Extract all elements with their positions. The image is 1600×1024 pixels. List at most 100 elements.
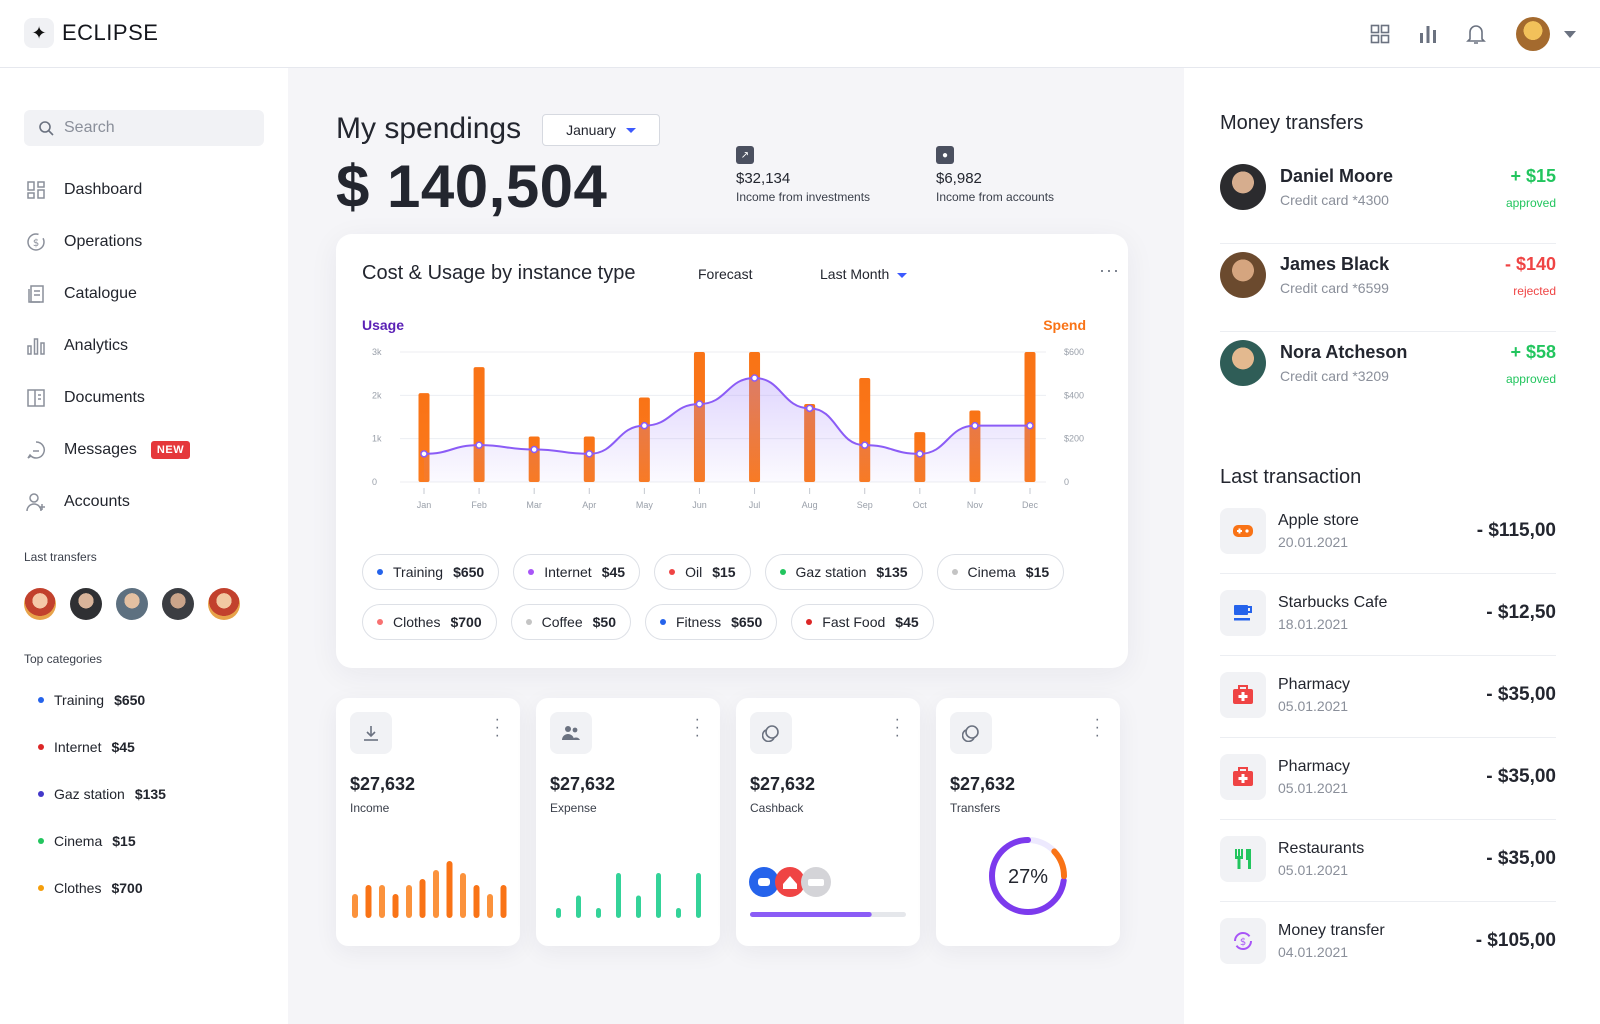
avatar[interactable]: [162, 588, 194, 620]
chevron-down-icon[interactable]: [1564, 30, 1576, 38]
sidebar-item-documents[interactable]: Documents: [24, 372, 190, 424]
chip-gaz-station[interactable]: Gaz station $135: [764, 554, 923, 590]
more-vertical-icon[interactable]: · · ·: [694, 711, 700, 744]
download-icon[interactable]: [350, 712, 392, 754]
cost-usage-chart: Usage Spend 0 0 1k $200 2k $400 3k $600 Jan Feb M…: [362, 317, 1086, 510]
income-bar: [365, 885, 372, 918]
usage-point: [420, 450, 428, 458]
month-select[interactable]: January: [542, 114, 660, 146]
list-item[interactable]: Cinema $15: [38, 817, 166, 864]
chip-name: Internet: [544, 564, 592, 580]
chip-clothes[interactable]: Clothes $700: [362, 604, 497, 640]
chart-title: Cost & Usage by instance type: [362, 262, 636, 284]
transaction-name: Money transfer: [1278, 922, 1385, 939]
expense-card[interactable]: · · · $27,632 Expense: [536, 698, 720, 946]
documents-icon: [24, 386, 48, 410]
top-categories-label: Top categories: [24, 652, 103, 666]
transaction-row[interactable]: Pharmacy 05.01.2021 - $35,00: [1220, 738, 1556, 820]
user-avatar[interactable]: [1516, 17, 1550, 51]
avatar: [1220, 252, 1266, 298]
top-bar: ✦ ECLIPSE: [0, 0, 1600, 68]
more-vertical-icon[interactable]: · · ·: [894, 711, 900, 744]
transaction-date: 18.01.2021: [1278, 616, 1349, 632]
first-aid-icon: [1220, 672, 1266, 718]
avatar[interactable]: [70, 588, 102, 620]
transaction-name: Starbucks Cafe: [1278, 594, 1388, 611]
more-icon[interactable]: ···: [1099, 260, 1120, 280]
avatar[interactable]: [24, 588, 56, 620]
sidebar-item-messages[interactable]: Messages NEW: [24, 424, 191, 476]
transaction-row[interactable]: Pharmacy 05.01.2021 - $35,00: [1220, 656, 1556, 738]
search-icon: [39, 121, 54, 136]
transaction-row[interactable]: Apple store 20.01.2021 - $115,00: [1220, 492, 1556, 574]
transfers-card[interactable]: · · · $27,632 Transfers 27%: [936, 698, 1120, 946]
tab-forecast[interactable]: Forecast: [698, 266, 753, 282]
bell-icon[interactable]: [1452, 16, 1500, 52]
bar-chart-icon[interactable]: [1404, 16, 1452, 52]
first-aid-icon: [1220, 754, 1266, 800]
chip-fitness[interactable]: Fitness $650: [644, 604, 778, 640]
list-item[interactable]: Clothes $700: [38, 864, 166, 911]
chip-amount: $650: [453, 564, 485, 580]
spend-tick-label: 0: [1064, 477, 1069, 487]
card-value: $27,632: [750, 774, 816, 794]
chip-dot: [779, 569, 786, 575]
transfer-row[interactable]: James Black Credit card *6599 - $140 rej…: [1220, 244, 1556, 332]
transaction-row[interactable]: Restaurants 05.01.2021 - $35,00: [1220, 820, 1556, 902]
coins-icon[interactable]: [950, 712, 992, 754]
sidebar-item-label: Catalogue: [64, 285, 137, 302]
income-bar: [392, 894, 399, 918]
more-vertical-icon[interactable]: · · ·: [494, 711, 500, 744]
stat-value: $32,134: [736, 170, 791, 187]
list-item[interactable]: Gaz station $135: [38, 770, 166, 817]
x-tick-label: Oct: [913, 500, 928, 510]
money-transfers-title: Money transfers: [1220, 112, 1364, 134]
transaction-row[interactable]: Starbucks Cafe 18.01.2021 - $12,50: [1220, 574, 1556, 656]
chip-oil[interactable]: Oil $15: [654, 554, 751, 590]
list-item[interactable]: Training $650: [38, 676, 166, 723]
more-vertical-icon[interactable]: · · ·: [1094, 711, 1100, 744]
expense-bar: [676, 908, 681, 918]
transfer-row[interactable]: Nora Atcheson Credit card *3209 + $58 ap…: [1220, 332, 1556, 420]
income-card[interactable]: · · · $27,632 Income: [336, 698, 520, 946]
transfer-row[interactable]: Daniel Moore Credit card *4300 + $15 app…: [1220, 156, 1556, 244]
avatar[interactable]: [208, 588, 240, 620]
sidebar-item-label: Dashboard: [64, 181, 143, 198]
new-badge: NEW: [150, 441, 191, 459]
chip-name: Cinema: [967, 564, 1016, 580]
usage-point: [971, 421, 979, 430]
sidebar-item-operations[interactable]: $ Operations: [24, 216, 190, 268]
chip-row: Training $650 Internet $45 Oil $15 Gaz stat…: [362, 554, 1122, 590]
users-icon[interactable]: [550, 712, 592, 754]
chip-dot: [659, 619, 666, 625]
sidebar-item-analytics[interactable]: Analytics: [24, 320, 190, 372]
chip-fast-food[interactable]: Fast Food $45: [791, 604, 934, 640]
sidebar-item-accounts[interactable]: Accounts: [24, 476, 190, 528]
search-input[interactable]: Search: [24, 110, 264, 146]
transaction-row[interactable]: $ Money transfer 04.01.2021 - $105,00: [1220, 902, 1556, 984]
spend-tick-label: $400: [1064, 390, 1084, 400]
card-label: Cashback: [750, 801, 804, 815]
category-name: Training: [54, 691, 105, 708]
cashback-card[interactable]: · · · $27,632 Cashback: [736, 698, 920, 946]
avatar[interactable]: [116, 588, 148, 620]
chip-coffee[interactable]: Coffee $50: [510, 604, 631, 640]
sidebar-item-catalogue[interactable]: Catalogue: [24, 268, 190, 320]
transfers-donut: 27%: [989, 837, 1067, 915]
coins-icon[interactable]: [750, 712, 792, 754]
category-name: Cinema: [54, 832, 103, 849]
chip-training[interactable]: Training $650: [362, 554, 500, 590]
sidebar-item-dashboard[interactable]: Dashboard: [24, 164, 190, 216]
list-item[interactable]: Internet $45: [38, 723, 166, 770]
chip-amount: $45: [895, 614, 919, 630]
chip-amount: $700: [450, 614, 482, 630]
logo[interactable]: ✦ ECLIPSE: [24, 18, 158, 48]
period-select[interactable]: Last Month: [820, 266, 908, 282]
chip-amount: $50: [592, 614, 616, 630]
chevron-down-icon: [625, 127, 636, 133]
cashback-progress-fill: [750, 912, 872, 917]
analytics-icon: [24, 334, 48, 358]
grid-icon[interactable]: [1356, 16, 1404, 52]
chip-internet[interactable]: Internet $45: [513, 554, 641, 590]
chip-cinema[interactable]: Cinema $15: [936, 554, 1065, 590]
